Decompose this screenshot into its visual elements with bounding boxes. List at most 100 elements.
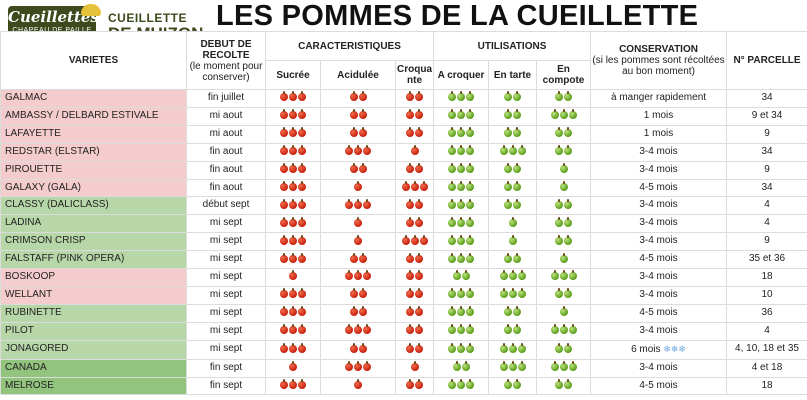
a-croquer-rating	[433, 214, 490, 234]
table-row: JONAGORED mi sept 6 mois ❄❄❄ 4, 10, 18 et 3…	[0, 339, 807, 360]
a-croquer-rating	[433, 358, 490, 378]
acidulee-rating	[320, 303, 396, 323]
sucree-rating	[265, 214, 321, 234]
green-apple-icon	[461, 360, 470, 371]
green-apple-icon	[448, 306, 457, 317]
green-apple-icon	[448, 288, 457, 299]
green-apple-icon	[457, 145, 466, 156]
page-title: LES POMMES DE LA CUEILLETTE	[216, 0, 699, 32]
red-apple-icon	[280, 252, 288, 263]
green-apple-icon	[466, 162, 475, 173]
red-apple-icon	[354, 270, 362, 281]
red-apple-icon	[363, 360, 371, 371]
acidulee-rating	[320, 196, 396, 216]
acidulee-rating	[320, 285, 396, 305]
green-apple-icon	[568, 360, 577, 371]
logo-subtitle: CHAPEAU DE PAILLE	[12, 27, 92, 34]
green-apple-icon	[457, 180, 466, 191]
en-compote-rating	[536, 232, 592, 252]
red-apple-icon	[349, 91, 358, 102]
en-compote-rating	[536, 303, 592, 323]
red-apple-icon	[298, 162, 306, 173]
sucree-rating	[265, 89, 321, 108]
red-apple-icon	[363, 145, 371, 156]
red-apple-icon	[415, 127, 423, 138]
red-apple-icon	[280, 180, 288, 191]
green-apple-icon	[452, 360, 461, 371]
red-apple-icon	[415, 342, 423, 353]
variety-name: FALSTAFF (PINK OPERA)	[0, 250, 187, 270]
red-apple-icon	[289, 145, 297, 156]
red-apple-icon	[289, 234, 297, 245]
green-apple-icon	[568, 324, 577, 335]
conservation: 4-5 mois	[590, 250, 728, 270]
a-croquer-rating	[433, 89, 490, 108]
header-varietes: VARIETES	[0, 31, 187, 90]
red-apple-icon	[406, 198, 414, 209]
en-tarte-rating	[488, 106, 538, 126]
en-tarte-rating	[488, 160, 538, 180]
red-apple-icon	[345, 324, 353, 335]
green-apple-icon	[517, 342, 526, 353]
red-apple-icon	[354, 145, 362, 156]
conservation: 1 mois	[590, 106, 728, 126]
en-tarte-rating	[488, 339, 538, 360]
en-compote-rating	[536, 268, 592, 287]
variety-name: PIROUETTE	[0, 160, 187, 180]
red-apple-icon	[280, 324, 288, 335]
parcel-number: 9 et 34	[726, 106, 807, 126]
sucree-rating	[265, 160, 321, 180]
conservation: 4-5 mois	[590, 376, 728, 396]
green-apple-icon	[517, 270, 526, 281]
red-apple-icon	[354, 198, 362, 209]
green-apple-icon	[559, 270, 568, 281]
croquante-rating	[394, 285, 435, 305]
red-apple-icon	[406, 252, 414, 263]
green-apple-icon	[457, 324, 466, 335]
site-name-line1: CUEILLETTE	[108, 11, 187, 25]
sucree-rating	[265, 321, 321, 341]
green-apple-icon	[564, 127, 573, 138]
red-apple-icon	[415, 91, 423, 102]
table-row: RUBINETTE mi sept 4-5 mois 36	[0, 303, 807, 323]
green-apple-icon	[461, 270, 470, 281]
green-apple-icon	[457, 378, 466, 389]
green-apple-icon	[504, 306, 513, 317]
harvest-start: mi sept	[186, 250, 266, 270]
green-apple-icon	[457, 216, 466, 227]
red-apple-icon	[298, 127, 306, 138]
red-apple-icon	[415, 109, 423, 120]
header-conservation-l2: (si les pommes sont récoltées au bon mom…	[592, 55, 725, 77]
sucree-rating	[265, 142, 321, 162]
green-apple-icon	[457, 162, 466, 173]
green-apple-icon	[559, 162, 568, 173]
green-apple-icon	[508, 360, 517, 371]
green-apple-icon	[555, 216, 564, 227]
en-compote-rating	[536, 250, 592, 270]
a-croquer-rating	[433, 285, 490, 305]
red-apple-icon	[289, 324, 297, 335]
red-apple-icon	[349, 288, 358, 299]
green-apple-icon	[448, 162, 457, 173]
table-row: FALSTAFF (PINK OPERA) mi sept 4-5 mois 35 e…	[0, 250, 807, 270]
red-apple-icon	[298, 109, 306, 120]
green-apple-icon	[564, 91, 573, 102]
green-apple-icon	[499, 145, 508, 156]
conservation-text: 3-4 mois	[639, 271, 678, 283]
acidulee-rating	[320, 339, 396, 360]
variety-name: MELROSE	[0, 376, 187, 396]
harvest-start: mi aout	[186, 106, 266, 126]
parcel-number: 4	[726, 321, 807, 341]
green-apple-icon	[448, 252, 457, 263]
header-conservation-l1: CONSERVATION	[619, 44, 698, 55]
red-apple-icon	[401, 234, 410, 245]
red-apple-icon	[410, 145, 419, 156]
sucree-rating	[265, 124, 321, 144]
red-apple-icon	[354, 378, 362, 389]
croquante-rating	[394, 142, 435, 162]
red-apple-icon	[406, 288, 414, 299]
red-apple-icon	[363, 270, 371, 281]
green-apple-icon	[466, 145, 475, 156]
red-apple-icon	[280, 216, 288, 227]
red-apple-icon	[298, 145, 306, 156]
